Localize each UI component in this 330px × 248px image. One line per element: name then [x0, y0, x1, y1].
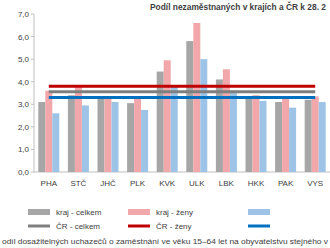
- chart: Podíl nezaměstnaných v krajích a ČR k 28…: [0, 0, 330, 248]
- bar: [141, 110, 148, 172]
- bar: [260, 101, 267, 172]
- bar: [186, 41, 193, 172]
- x-tick-label: JHČ: [100, 179, 116, 188]
- bar: [312, 96, 319, 172]
- y-tick-label: 7,0: [18, 10, 30, 19]
- bar: [164, 60, 171, 172]
- x-tick-label: LBK: [219, 179, 235, 188]
- legend-swatch: [248, 209, 270, 215]
- y-tick-label: 2,0: [18, 123, 30, 132]
- x-tick-label: ULK: [189, 179, 205, 188]
- bar: [200, 59, 207, 172]
- legend-swatch: [28, 225, 50, 228]
- legend-swatch: [128, 225, 150, 228]
- bar: [105, 96, 112, 172]
- y-tick-label: 5,0: [18, 55, 30, 64]
- bar: [289, 108, 296, 172]
- y-axis: [34, 14, 35, 172]
- legend-swatch: [128, 209, 150, 215]
- line: [49, 96, 315, 99]
- legend-swatch: [248, 225, 270, 228]
- y-tick-label: 6,0: [18, 33, 30, 42]
- bar: [230, 91, 237, 172]
- bar: [305, 100, 312, 172]
- bar: [52, 113, 59, 172]
- bar: [282, 96, 289, 172]
- x-tick-label: PLK: [130, 179, 146, 188]
- x-tick-label: PAK: [278, 179, 294, 188]
- x-tick-label: PHA: [41, 179, 58, 188]
- title: Podíl nezaměstnaných v krajích a ČR k 28…: [150, 1, 326, 12]
- line: [49, 85, 315, 88]
- bar: [82, 105, 89, 172]
- bar: [134, 96, 141, 172]
- x-tick-label: VYS: [307, 179, 323, 188]
- bar: [275, 102, 282, 172]
- y-tick-label: 1,0: [18, 145, 30, 154]
- note: odíl dosažitelných uchazečů o zaměstnání…: [2, 237, 328, 246]
- x-tick-label: KVK: [159, 179, 176, 188]
- bar: [127, 103, 134, 172]
- bar: [319, 102, 326, 172]
- x-tick-label: STČ: [70, 179, 86, 188]
- bar: [253, 95, 260, 172]
- line: [49, 90, 315, 93]
- bar: [98, 99, 105, 172]
- bar: [38, 102, 45, 172]
- legend-label: kraj - celkem: [56, 208, 102, 217]
- legend-label: ČR - celkem: [56, 222, 100, 231]
- bar: [45, 91, 52, 172]
- legend-label: ČR - ženy: [156, 222, 192, 231]
- y-tick-label: 3,0: [18, 100, 30, 109]
- bar: [223, 69, 230, 172]
- x-tick-label: HKK: [248, 179, 265, 188]
- y-tick-label: 0,0: [18, 168, 30, 177]
- legend-swatch: [28, 209, 50, 215]
- bar: [246, 98, 253, 172]
- bar: [112, 102, 119, 172]
- legend-label: kraj - ženy: [156, 208, 193, 217]
- bar: [68, 95, 75, 172]
- bar: [171, 86, 178, 172]
- y-tick-label: 4,0: [18, 78, 30, 87]
